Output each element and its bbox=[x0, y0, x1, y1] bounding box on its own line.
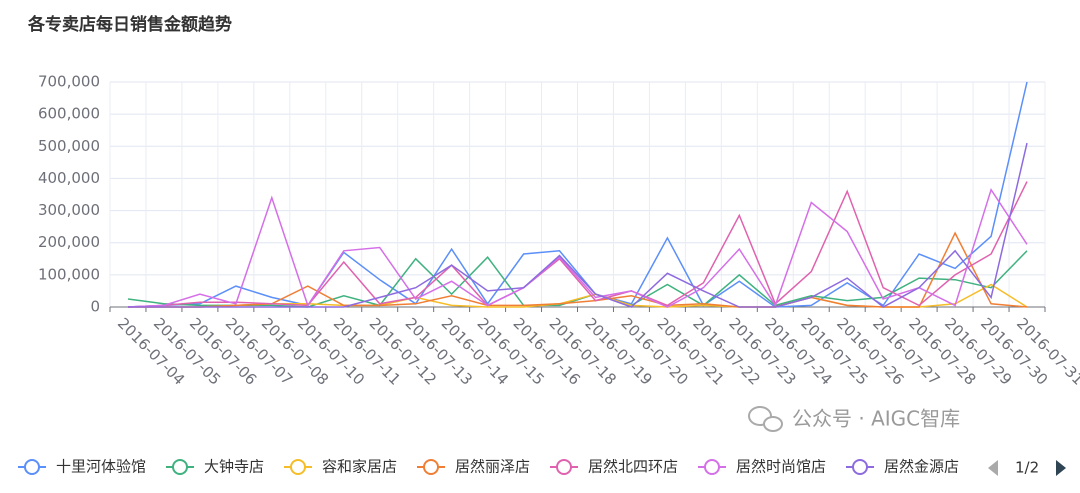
chart-title: 各专卖店每日销售金额趋势 bbox=[27, 14, 232, 35]
axes: 0 100,000 200,000 300,000 400,000 500,000 600,… bbox=[38, 73, 1080, 389]
legend-label[interactable]: 大钟寺店 bbox=[204, 458, 264, 476]
legend-icon bbox=[704, 459, 720, 475]
grid bbox=[109, 81, 1046, 308]
series-line bbox=[127, 250, 1028, 308]
lines bbox=[127, 81, 1028, 308]
legend-icon bbox=[290, 459, 306, 475]
legend-label[interactable]: 容和家居店 bbox=[322, 458, 397, 476]
watermark-text: 公众号 · AIGC智库 bbox=[792, 407, 960, 431]
legend-label[interactable]: 居然北四环店 bbox=[588, 458, 678, 476]
legend-icon bbox=[423, 459, 439, 475]
series-line bbox=[127, 187, 1028, 308]
pager-prev[interactable] bbox=[988, 460, 998, 476]
legend-label[interactable]: 居然金源店 bbox=[884, 458, 959, 476]
series-line bbox=[128, 231, 1028, 308]
wechat-icon bbox=[748, 406, 772, 426]
legend-icon bbox=[556, 459, 572, 475]
y-tick-label: 200,000 bbox=[38, 233, 100, 251]
legend-label[interactable]: 十里河体验馆 bbox=[56, 458, 146, 476]
legend-icon bbox=[852, 459, 868, 475]
y-tick-label: 0 bbox=[90, 298, 100, 316]
legend-icon bbox=[172, 459, 188, 475]
series-line bbox=[128, 142, 1028, 308]
wechat-icon bbox=[763, 416, 783, 432]
pager-text: 1/2 bbox=[1015, 459, 1039, 477]
series-line bbox=[127, 181, 1028, 308]
watermark: 公众号 · AIGC智库 bbox=[748, 406, 960, 432]
legend-pager: 1/2 bbox=[988, 459, 1066, 477]
y-tick-label: 700,000 bbox=[38, 73, 100, 91]
legend-label[interactable]: 居然时尚馆店 bbox=[736, 458, 826, 476]
y-tick-label: 100,000 bbox=[38, 265, 100, 283]
pager-next[interactable] bbox=[1056, 460, 1066, 476]
legend-icon bbox=[24, 459, 40, 475]
legend: 十里河体验馆 大钟寺店 容和家居店 居然丽泽店 居然北四环店 居然时尚馆店 居然金源店 bbox=[18, 458, 959, 476]
y-tick-label: 500,000 bbox=[38, 137, 100, 155]
y-tick-label: 400,000 bbox=[38, 169, 100, 187]
legend-label[interactable]: 居然丽泽店 bbox=[455, 458, 530, 476]
y-tick-label: 600,000 bbox=[38, 105, 100, 123]
y-tick-label: 300,000 bbox=[38, 201, 100, 219]
